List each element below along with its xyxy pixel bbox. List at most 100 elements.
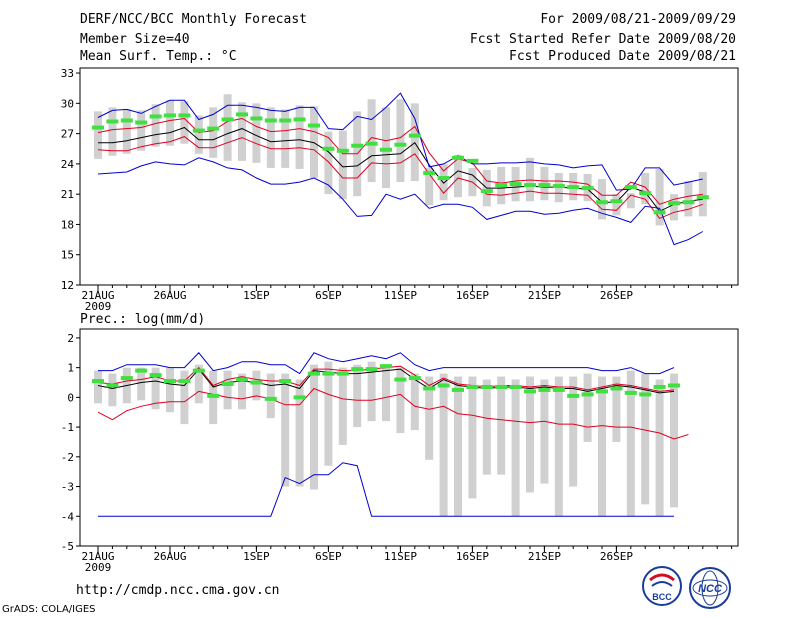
range-bar (238, 102, 246, 161)
range-bar (223, 370, 232, 410)
x-tick-label: 26AUG (153, 550, 186, 563)
ncc-logo: NCC (689, 567, 731, 609)
y-tick-label: -3 (61, 481, 74, 494)
median-marker (250, 380, 263, 385)
median-marker (639, 191, 652, 196)
forecast-period-label: For 2009/08/21-2009/09/29 (540, 12, 736, 27)
median-marker (264, 396, 277, 401)
median-marker (509, 182, 522, 187)
median-marker (365, 367, 378, 372)
range-bar (396, 367, 405, 434)
range-bar (468, 376, 477, 499)
y-tick-label: -1 (61, 421, 74, 434)
range-bar (353, 364, 362, 428)
chart-title: DERF/NCC/BCC Monthly Forecast (80, 12, 307, 27)
median-marker (423, 386, 436, 391)
range-bar (439, 373, 448, 517)
median-marker (178, 113, 191, 118)
x-tick-label: 21SEP (528, 550, 561, 563)
median-marker (394, 377, 407, 382)
median-marker (610, 386, 623, 391)
ncc-logo-text: NCC (698, 583, 723, 595)
grads-credit: GrADS: COLA/IGES (2, 604, 96, 615)
source-url: http://cmdp.ncc.cma.gov.cn (76, 583, 280, 598)
median-marker (408, 133, 421, 138)
median-marker (336, 148, 349, 153)
range-bar (151, 367, 160, 410)
median-marker (423, 170, 436, 175)
y-tick-label: -4 (61, 510, 75, 523)
x-year-label: 2009 (85, 300, 112, 313)
y-tick-label: 33 (61, 67, 74, 80)
range-bar (425, 376, 434, 460)
median-marker (92, 379, 104, 384)
range-bar (554, 376, 563, 517)
x-tick-label: 11SEP (384, 550, 417, 563)
median-marker (682, 200, 695, 205)
range-bar (583, 373, 592, 442)
range-bar (338, 367, 347, 445)
range-bar (684, 181, 693, 217)
median-marker (207, 126, 220, 131)
range-bar (266, 373, 275, 419)
bcc-logo: BCC (642, 566, 682, 606)
series-line-maximum (97, 92, 703, 191)
median-marker (437, 176, 450, 181)
range-bar (367, 361, 376, 422)
median-marker (538, 387, 551, 392)
y-tick-label: 15 (61, 249, 74, 262)
median-marker (452, 387, 464, 392)
median-marker (408, 376, 421, 381)
median-marker (480, 384, 493, 389)
range-bar (454, 154, 462, 198)
median-marker (293, 117, 306, 122)
median-marker (120, 376, 133, 381)
range-bar (612, 376, 621, 442)
range-bar (382, 364, 390, 422)
x-tick-label: 1SEP (243, 289, 270, 302)
median-marker (653, 210, 666, 215)
range-bar (108, 373, 117, 407)
y-tick-label: 21 (61, 188, 74, 201)
panel-1: 12 15 18 21 24 27 30 33 21AUG 26AUG 1SEP 6SEP 11SEP 1… (61, 67, 739, 313)
median-marker (207, 393, 220, 398)
series-line-lower-spread (97, 136, 703, 220)
median-marker (164, 379, 176, 384)
median-marker (596, 389, 608, 394)
x-tick-label: 16SEP (456, 289, 489, 302)
median-marker (135, 120, 148, 125)
series-line-ensemble-mean (97, 368, 675, 394)
x-tick-label: 26SEP (600, 289, 633, 302)
median-marker (552, 184, 565, 189)
start-refer-date-label: Fcst Started Refer Date 2009/08/20 (469, 32, 736, 47)
median-marker (480, 189, 493, 194)
range-bar (94, 370, 102, 404)
range-bar (511, 379, 520, 517)
median-marker (653, 384, 666, 389)
median-marker (221, 381, 234, 386)
median-marker (106, 119, 119, 124)
median-marker (639, 392, 652, 397)
range-bar (122, 109, 131, 154)
x-tick-label: 26AUG (153, 289, 186, 302)
median-marker (250, 116, 263, 121)
range-bar (497, 376, 506, 475)
range-bar (454, 376, 462, 517)
x-tick-label: 1SEP (243, 550, 270, 563)
median-marker (308, 123, 320, 128)
median-marker (538, 183, 551, 188)
median-marker (509, 384, 522, 389)
range-bar (410, 373, 419, 431)
y-tick-label: 12 (61, 279, 74, 292)
median-marker (92, 125, 104, 130)
median-marker (495, 384, 508, 389)
range-bar (482, 379, 491, 475)
y-tick-label: 1 (67, 362, 74, 375)
range-bar (281, 109, 290, 168)
range-bar (598, 179, 606, 220)
range-bar (598, 376, 606, 517)
plot-frame (79, 67, 739, 286)
y-tick-label: 0 (67, 391, 74, 404)
range-bar (223, 94, 232, 161)
median-marker (322, 146, 335, 151)
